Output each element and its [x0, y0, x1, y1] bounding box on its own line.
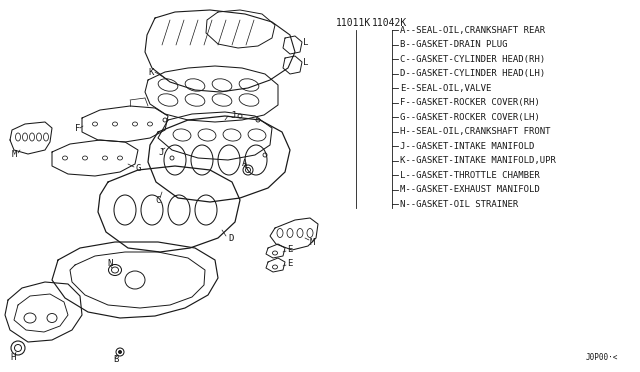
Text: J: J: [230, 110, 236, 119]
Text: B--GASKET-DRAIN PLUG: B--GASKET-DRAIN PLUG: [400, 40, 508, 49]
Text: G--GASKET-ROCKER COVER(LH): G--GASKET-ROCKER COVER(LH): [400, 112, 540, 122]
Text: J: J: [158, 148, 163, 157]
Text: L--GASKET-THROTTLE CHAMBER: L--GASKET-THROTTLE CHAMBER: [400, 170, 540, 180]
Text: N: N: [107, 259, 113, 267]
Text: M: M: [310, 237, 316, 247]
Text: E: E: [287, 246, 292, 254]
Text: J--GASKET-INTAKE MANIFOLD: J--GASKET-INTAKE MANIFOLD: [400, 141, 534, 151]
Text: E: E: [287, 260, 292, 269]
Text: G: G: [135, 164, 140, 173]
Text: 11042K: 11042K: [372, 18, 407, 28]
Text: K: K: [148, 67, 154, 77]
Text: N--GASKET-OIL STRAINER: N--GASKET-OIL STRAINER: [400, 199, 518, 208]
Text: F: F: [75, 124, 81, 132]
Text: A--SEAL-OIL,CRANKSHAFT REAR: A--SEAL-OIL,CRANKSHAFT REAR: [400, 26, 545, 35]
Text: F--GASKET-ROCKER COVER(RH): F--GASKET-ROCKER COVER(RH): [400, 98, 540, 107]
Text: J0P00·<: J0P00·<: [586, 353, 618, 362]
Text: K--GASKET-INTAKE MANIFOLD,UPR: K--GASKET-INTAKE MANIFOLD,UPR: [400, 156, 556, 165]
Text: D: D: [228, 234, 234, 243]
Ellipse shape: [118, 350, 122, 353]
Text: M--GASKET-EXHAUST MANIFOLD: M--GASKET-EXHAUST MANIFOLD: [400, 185, 540, 194]
Text: M: M: [12, 150, 17, 158]
Text: E--SEAL-OIL,VALVE: E--SEAL-OIL,VALVE: [400, 83, 492, 93]
Text: B: B: [113, 356, 118, 365]
Text: C: C: [155, 196, 161, 205]
Text: H--SEAL-OIL,CRANKSHAFT FRONT: H--SEAL-OIL,CRANKSHAFT FRONT: [400, 127, 550, 136]
Text: 11011K: 11011K: [336, 18, 371, 28]
Text: C--GASKET-CYLINDER HEAD(RH): C--GASKET-CYLINDER HEAD(RH): [400, 55, 545, 64]
Text: H: H: [10, 353, 15, 362]
Text: A: A: [242, 158, 248, 167]
Text: D--GASKET-CYLINDER HEAD(LH): D--GASKET-CYLINDER HEAD(LH): [400, 69, 545, 78]
Text: L: L: [303, 38, 308, 46]
Text: L: L: [303, 58, 308, 67]
